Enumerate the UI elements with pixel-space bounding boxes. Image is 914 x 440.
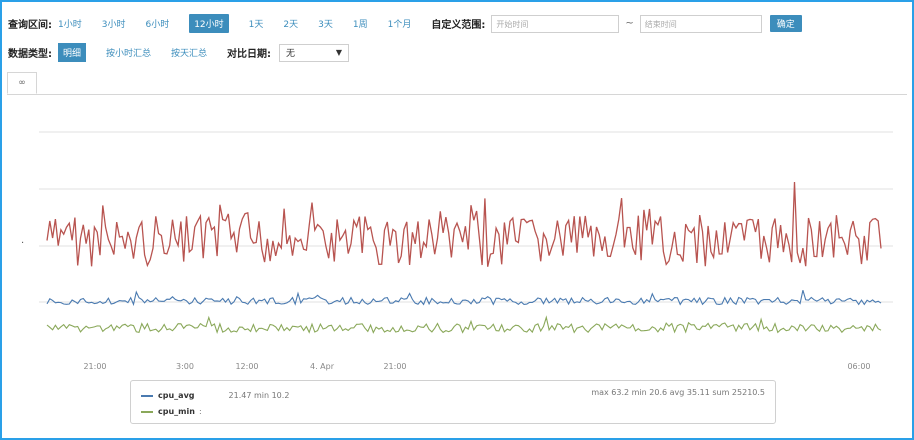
x-tick-label-2: 12:00 <box>235 362 258 371</box>
link-icon: ∞ <box>18 78 26 88</box>
data-type-daily[interactable]: 按天汇总 <box>171 49 208 59</box>
x-axis-ticks: 21:00 3:00 12:00 4. Apr 21:00 06:00 <box>83 362 870 371</box>
series-line-cpu-min <box>46 315 882 335</box>
range-option-3h[interactable]: 3小时 <box>101 20 126 30</box>
legend-stats-cpu-min: : <box>198 407 202 416</box>
range-separator: ~ <box>625 18 634 29</box>
caret-down-icon: ▼ <box>335 48 343 57</box>
chart-legend: cpu_avg 21.47 min 10.2 cpu_min : max 63.… <box>130 380 776 424</box>
data-type-toolbar: 数据类型: 明细 按小时汇总 按天汇总 对比日期: 无 ▼ <box>8 43 350 62</box>
chart-series-group <box>46 181 882 335</box>
time-range-toolbar: 查询区间: 1小时 3小时 6小时 12小时 1天 2天 3天 1周 1个月 自… <box>8 14 802 33</box>
x-tick-label-5: 06:00 <box>847 362 870 371</box>
compare-date-value: 无 <box>286 49 296 59</box>
end-time-input[interactable]: 结束时间 <box>639 14 762 33</box>
range-option-2d[interactable]: 2天 <box>283 20 299 30</box>
compare-date-select[interactable]: 无 ▼ <box>279 43 350 62</box>
range-option-6h[interactable]: 6小时 <box>145 20 170 30</box>
y-axis-marker: · <box>21 238 24 249</box>
range-option-1w[interactable]: 1周 <box>352 20 368 30</box>
legend-stats-cpu-avg: 21.47 min 10.2 <box>228 391 290 400</box>
x-tick-label-3: 4. Apr <box>310 362 335 371</box>
data-type-label: 数据类型: <box>8 49 52 60</box>
range-option-12h[interactable]: 12小时 <box>189 14 229 33</box>
compare-date-label: 对比日期: <box>227 49 272 60</box>
legend-name-cpu-avg: cpu_avg <box>158 391 195 400</box>
cpu-line-chart: 21:00 3:00 12:00 4. Apr 21:00 06:00 · <box>21 131 893 371</box>
x-tick-label-4: 21:00 <box>383 362 406 371</box>
confirm-button[interactable]: 确定 <box>769 15 802 32</box>
data-type-hourly[interactable]: 按小时汇总 <box>106 49 152 59</box>
range-option-1d[interactable]: 1天 <box>248 20 264 30</box>
range-option-1h[interactable]: 1小时 <box>58 20 82 30</box>
legend-item-cpu-min[interactable]: cpu_min : <box>141 407 202 416</box>
x-tick-label-0: 21:00 <box>83 362 106 371</box>
data-type-detail[interactable]: 明细 <box>58 43 87 62</box>
tab-link[interactable]: ∞ <box>7 72 37 94</box>
series-line-cpu-max <box>46 181 882 268</box>
series-line-cpu-avg <box>46 290 882 307</box>
legend-stats-cpu-max: max 63.2 min 20.6 avg 35.11 sum 25210.5 <box>591 388 765 397</box>
range-option-3d[interactable]: 3天 <box>318 20 333 30</box>
legend-item-cpu-avg[interactable]: cpu_avg 21.47 min 10.2 <box>141 391 289 400</box>
chart-tab-strip: ∞ <box>7 72 907 95</box>
legend-swatch-cpu-avg <box>141 394 153 397</box>
custom-range-label: 自定义范围: <box>431 20 486 31</box>
chart-grid <box>39 131 893 303</box>
legend-name-cpu-min: cpu_min <box>158 407 195 416</box>
range-option-1m[interactable]: 1个月 <box>387 20 412 30</box>
start-time-input[interactable]: 开始时间 <box>491 14 620 33</box>
x-tick-label-1: 3:00 <box>176 362 194 371</box>
query-range-label: 查询区间: <box>8 20 52 31</box>
legend-swatch-cpu-min <box>141 410 153 413</box>
